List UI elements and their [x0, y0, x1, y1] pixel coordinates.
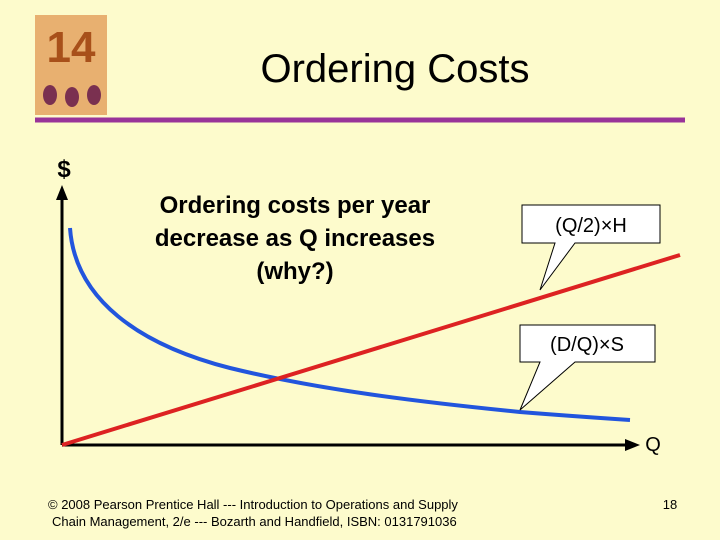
annotation-line: decrease as Q increases	[155, 225, 435, 252]
callout-label: (D/Q)×S	[550, 334, 624, 356]
callout-label: (Q/2)×H	[555, 215, 627, 237]
ordering-cost-curve	[68, 227, 631, 422]
annotation: Ordering costs per year decrease as Q in…	[155, 192, 435, 285]
y-axis-label: $	[57, 156, 71, 183]
annotation-line: (why?)	[256, 258, 333, 285]
footer-line: © 2008 Pearson Prentice Hall --- Introdu…	[48, 497, 458, 512]
logo-figures	[43, 85, 101, 107]
holding-cost-line	[61, 253, 681, 447]
chapter-number: 14	[47, 23, 96, 72]
slide-title: Ordering Costs	[261, 47, 530, 91]
x-axis-arrow	[625, 439, 640, 451]
callout-box	[519, 324, 656, 411]
callout-box	[521, 204, 661, 291]
y-axis-arrow	[56, 185, 68, 200]
x-axis-label: Q	[645, 434, 661, 456]
annotation-line: Ordering costs per year	[160, 192, 431, 219]
page-number: 18	[663, 497, 677, 512]
footer-line: Chain Management, 2/e --- Bozarth and Ha…	[52, 514, 457, 529]
